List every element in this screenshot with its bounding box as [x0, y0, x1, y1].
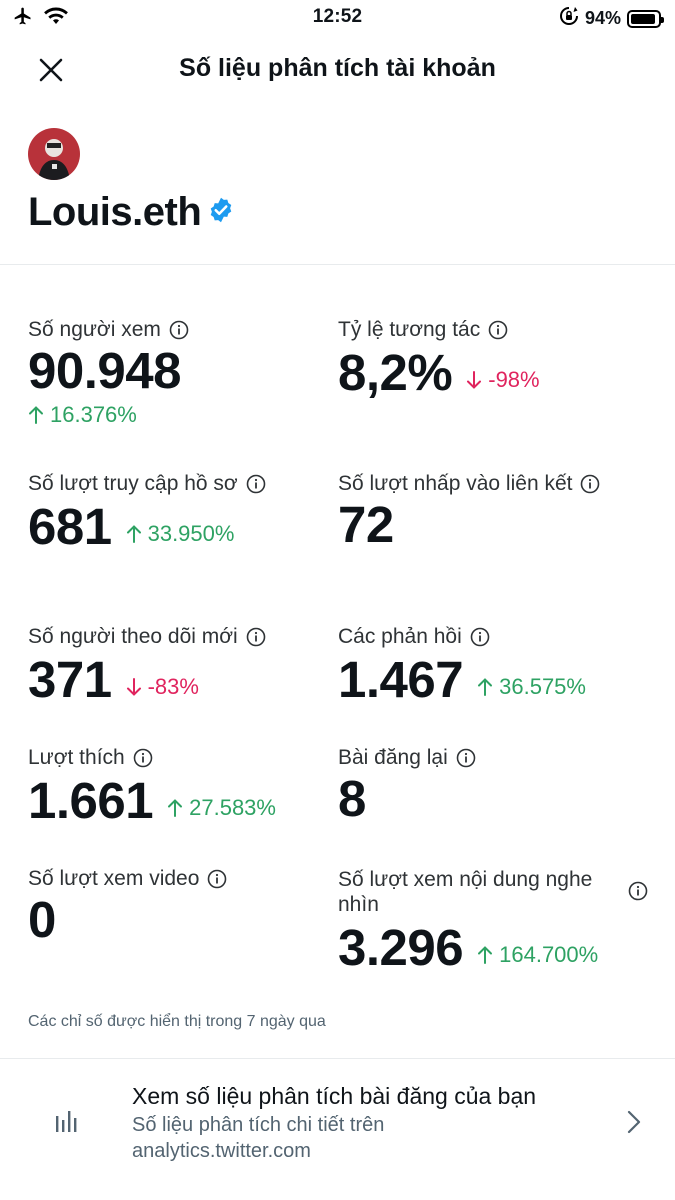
chevron-right-icon — [627, 1110, 641, 1139]
divider — [0, 264, 675, 265]
change-value: -83% — [147, 674, 199, 699]
bar-chart-icon — [54, 1108, 80, 1139]
metrics-footnote: Các chỉ số được hiển thị trong 7 ngày qu… — [28, 1013, 326, 1030]
info-icon[interactable] — [246, 474, 266, 494]
close-button[interactable] — [28, 50, 74, 90]
metric-value: 8 — [338, 770, 366, 827]
metric-label: Bài đăng lại — [338, 746, 448, 769]
post-analytics-link[interactable]: Xem số liệu phân tích bài đăng của bạn S… — [0, 1062, 675, 1182]
page-title: Số liệu phân tích tài khoản — [179, 54, 496, 82]
orientation-lock-icon — [559, 6, 579, 31]
info-icon[interactable] — [456, 748, 476, 768]
status-bar: 12:52 94% — [0, 0, 675, 36]
metric-label: Số lượt xem nội dung nghe nhìn — [338, 868, 593, 916]
metric-replies: Các phản hồi 1.467 36.575% — [338, 625, 586, 709]
battery-tip — [661, 16, 664, 23]
metric-label: Số lượt nhấp vào liên kết — [338, 472, 573, 495]
metric-value: 1.467 — [338, 651, 464, 708]
info-icon[interactable] — [470, 627, 490, 647]
arrow-down-icon — [126, 678, 141, 696]
change-value: 16.376% — [50, 402, 137, 427]
airplane-icon — [12, 6, 34, 31]
metric-value: 72 — [338, 496, 394, 553]
change-value: 27.583% — [189, 795, 276, 820]
info-icon[interactable] — [628, 881, 648, 901]
change-indicator: 16.376% — [28, 402, 137, 428]
metric-engagement-rate: Tỷ lệ tương tác 8,2% -98% — [338, 318, 540, 402]
metric-label: Số người xem — [28, 318, 161, 341]
metric-value: 8,2% — [338, 344, 453, 401]
metric-label: Tỷ lệ tương tác — [338, 318, 481, 341]
info-icon[interactable] — [207, 869, 227, 889]
metric-value: 1.661 — [28, 772, 154, 829]
metric-label: Các phản hồi — [338, 625, 462, 648]
metric-value: 90.948 — [28, 342, 181, 399]
metric-value: 0 — [28, 891, 56, 948]
header: Số liệu phân tích tài khoản — [0, 36, 675, 104]
arrow-up-icon — [126, 525, 141, 543]
battery-icon — [627, 9, 664, 28]
change-value: 164.700% — [499, 942, 599, 967]
change-indicator: 36.575% — [477, 674, 586, 700]
link-title: Xem số liệu phân tích bài đăng của bạn — [132, 1083, 537, 1109]
change-value: 33.950% — [147, 521, 235, 546]
arrow-up-icon — [29, 406, 43, 424]
change-indicator: -98% — [466, 367, 540, 393]
metric-value: 3.296 — [338, 919, 464, 976]
metric-label: Số lượt xem video — [28, 867, 200, 890]
verified-badge-icon — [207, 196, 235, 229]
status-left — [12, 6, 68, 31]
change-indicator: 27.583% — [167, 795, 276, 821]
arrow-down-icon — [467, 371, 482, 389]
info-icon[interactable] — [488, 320, 508, 340]
metric-link-clicks: Số lượt nhấp vào liên kết 72 — [338, 472, 600, 554]
wifi-icon — [44, 7, 68, 30]
metric-video-views: Số lượt xem video 0 — [28, 867, 227, 949]
battery-level — [631, 13, 656, 24]
metric-label: Số người theo dõi mới — [28, 625, 238, 648]
arrow-up-icon — [478, 946, 493, 964]
change-value: -98% — [488, 367, 540, 392]
info-icon[interactable] — [246, 627, 266, 647]
info-icon[interactable] — [580, 474, 600, 494]
username-row: Louis.eth — [28, 190, 235, 235]
change-indicator: 164.700% — [477, 942, 598, 968]
link-subtitle: Số liệu phân tích chi tiết trên analytic… — [132, 1114, 385, 1162]
metric-profile-visits: Số lượt truy cập hồ sơ 681 33.950% — [28, 472, 266, 556]
status-right: 94% — [559, 6, 664, 31]
metric-new-followers: Số người theo dõi mới 371 -83% — [28, 625, 266, 709]
metric-value: 371 — [28, 651, 112, 708]
status-time: 12:52 — [312, 6, 363, 27]
arrow-up-icon — [168, 799, 183, 817]
change-indicator: -83% — [126, 674, 199, 700]
metric-value: 681 — [28, 498, 112, 555]
avatar[interactable] — [28, 128, 80, 180]
metric-label: Lượt thích — [28, 746, 125, 769]
info-icon[interactable] — [169, 320, 189, 340]
divider — [0, 1058, 675, 1059]
metric-likes: Lượt thích 1.661 27.583% — [28, 746, 276, 830]
info-icon[interactable] — [133, 748, 153, 768]
metric-media-views: Số lượt xem nội dung nghe nhìn 3.296 164… — [338, 867, 648, 977]
metric-label: Số lượt truy cập hồ sơ — [28, 472, 238, 495]
change-value: 36.575% — [499, 674, 586, 699]
battery-percent: 94% — [584, 8, 621, 28]
metric-reposts: Bài đăng lại 8 — [338, 746, 476, 828]
arrow-up-icon — [478, 678, 493, 696]
change-indicator: 33.950% — [126, 521, 235, 547]
username: Louis.eth — [28, 190, 202, 234]
metric-views: Số người xem 90.948 16.376% — [28, 318, 189, 430]
close-icon — [39, 58, 63, 82]
